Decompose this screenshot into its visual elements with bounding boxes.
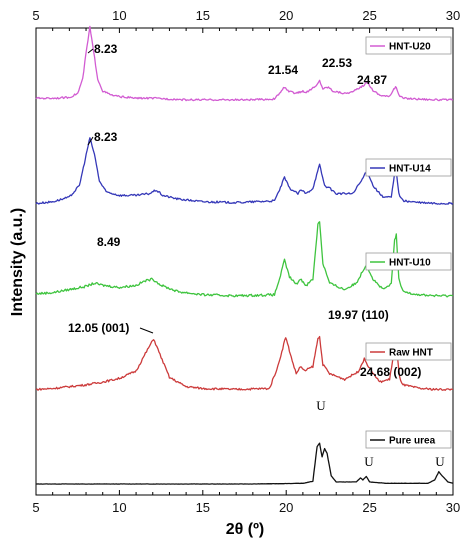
peak-annotation: 21.54 [268,63,298,77]
series-line-hnt-u14 [35,137,454,205]
annotation-leader [87,136,94,146]
legend-entry: HNT-U14 [365,158,452,177]
peak-annotation: 24.87 [357,73,387,87]
x-top-tick-label: 10 [112,8,126,23]
y-axis-title: Intensity (a.u.) [9,208,26,316]
legend-box [365,342,452,361]
legend-label: HNT-U10 [389,258,431,269]
x-axis-title: 2θ (º) [226,521,265,538]
series-line-hnt-u20 [35,25,454,102]
x-top-tick-label: 25 [362,8,376,23]
legend-box [365,36,452,55]
legend-box [365,252,452,271]
peak-annotation: 12.05 (001) [68,321,129,335]
peak-annotation: 8.23 [94,130,118,144]
x-top-tick-label: 20 [279,8,293,23]
peak-annotation: 8.23 [94,42,118,56]
legend-entry: HNT-U10 [365,252,452,271]
urea-peak-label: U [364,454,374,469]
legend-entry: HNT-U20 [365,36,452,55]
legend-entry: Raw HNT [365,342,452,361]
urea-peak-label: U [435,454,445,469]
peak-annotation: 8.49 [97,235,121,249]
x-tick-label: 15 [196,500,210,515]
x-top-tick-label: 15 [196,8,210,23]
legend-box [365,158,452,177]
annotation-leader [139,327,154,334]
urea-peak-label: U [316,398,326,413]
x-top-tick-label: 5 [32,8,39,23]
peak-annotation: 22.53 [322,56,352,70]
series-line-raw-hnt [35,335,454,391]
x-tick-label: 5 [32,500,39,515]
x-top-tick-label: 30 [446,8,460,23]
x-tick-label: 10 [112,500,126,515]
legend-entry: Pure urea [365,430,452,449]
x-tick-label: 20 [279,500,293,515]
peak-annotation: 24.68 (002) [360,365,421,379]
x-tick-label: 25 [362,500,376,515]
legend-label: Pure urea [389,436,436,447]
series-line-hnt-u10 [35,221,454,298]
legend-box [365,430,452,449]
x-tick-label: 30 [446,500,460,515]
legend-label: Raw HNT [389,348,433,359]
series-line-pure-urea [36,442,454,485]
annotation-leader [87,48,94,54]
legend-label: HNT-U14 [389,164,431,175]
legend-label: HNT-U20 [389,42,431,53]
plot-frame [35,27,454,496]
peak-annotation: 19.97 (110) [328,308,389,322]
